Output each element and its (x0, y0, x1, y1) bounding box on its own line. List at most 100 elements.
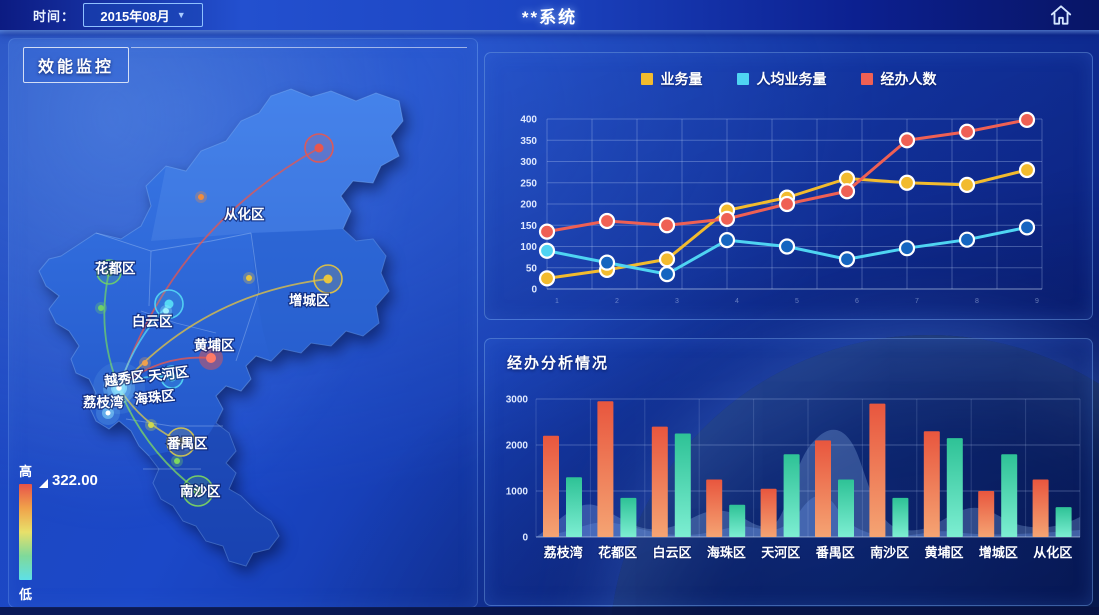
line-marker-2 (898, 132, 916, 149)
district-circle-dot (323, 274, 333, 284)
y-tick-label: 250 (520, 178, 537, 189)
bar-green (838, 479, 854, 537)
district-label[interactable]: 荔枝湾 (81, 393, 125, 412)
x-tick-label: 8 (975, 298, 979, 305)
x-category-label: 黄埔区 (924, 545, 963, 560)
x-tick-label: 9 (1035, 298, 1039, 305)
flight-line (103, 271, 120, 389)
x-tick-label: 4 (735, 298, 739, 305)
x-tick-label: 6 (855, 298, 859, 305)
y-tick-label: 150 (520, 221, 537, 232)
line-marker-1 (538, 242, 556, 259)
spark-dot (163, 308, 169, 314)
line-chart-panel: 业务量 人均业务量 经办人数 0 50 100 150 200 250 300 350 400 1 2 3… (484, 52, 1093, 320)
y-tick-label: 300 (520, 157, 537, 168)
x-category-label: 白云区 (652, 545, 691, 560)
time-filter-group: 时间： 2015年08月 ▼ (33, 0, 204, 30)
bar-orange (869, 403, 886, 537)
y-tick-label: 100 (520, 242, 537, 253)
app-title: **系统 (521, 7, 578, 27)
map-silhouette[interactable] (38, 88, 404, 567)
time-label: 时间： (33, 8, 76, 24)
bar-green (946, 438, 963, 537)
district-label[interactable]: 海珠区 (132, 386, 177, 409)
y-tick-label: 400 (520, 115, 537, 126)
line-marker-2 (658, 217, 676, 234)
bar-chart-panel: 经办分析情况 0 1000 2000 3000 荔枝湾 花都区 白云区 海珠区 天河区 番禺区 南沙… (484, 338, 1093, 606)
bar-green (1001, 454, 1018, 537)
district-label[interactable]: 花都区 (94, 259, 137, 278)
line-marker-2 (538, 223, 556, 240)
flight-line (118, 356, 212, 389)
flight-line (118, 303, 170, 389)
x-tick-label: 5 (795, 298, 799, 305)
home-icon-svg (1050, 5, 1072, 25)
line-marker-1 (1018, 219, 1036, 236)
line-marker-1 (778, 238, 796, 255)
flight-line (118, 278, 329, 389)
bar-orange (651, 426, 668, 537)
time-dropdown[interactable]: 2015年08月 ▼ (83, 3, 204, 27)
y-tick-label: 350 (520, 136, 537, 147)
bar-green (566, 477, 582, 537)
legend-label: 经办人数 (880, 71, 937, 87)
bar-chart: 0 1000 2000 3000 荔枝湾 花都区 白云区 海珠区 天河区 番禺区 南沙区 黄埔区 增城区… (506, 395, 1081, 561)
line-marker-0 (538, 270, 556, 287)
legend-swatch (736, 73, 749, 85)
scale-value: 322.00 (52, 472, 98, 489)
x-category-label: 番禺区 (815, 545, 855, 560)
line-chart: 0 50 100 150 200 250 300 350 400 1 2 3 4 5 6 7 8 9 (520, 111, 1043, 305)
district-label[interactable]: 南沙区 (179, 482, 222, 501)
legend-label: 业务量 (660, 71, 703, 87)
hub-sub-dot (116, 385, 122, 391)
hub-sub-dot (105, 410, 111, 416)
chevron-down-icon: ▼ (176, 9, 186, 20)
bar-green (892, 497, 909, 537)
map-color-scale: 高 322.00 低 (15, 461, 135, 603)
y-tick-label: 200 (520, 200, 537, 211)
line-marker-2 (778, 195, 796, 213)
bar-orange (1032, 479, 1049, 537)
line-marker-2 (598, 212, 616, 230)
topbar: 时间： 2015年08月 ▼ **系统 (0, 0, 1099, 35)
district-label[interactable]: 黄埔区 (193, 336, 236, 355)
x-tick-label: 2 (615, 298, 619, 305)
bar-orange (978, 491, 995, 537)
district-circle-dot (193, 486, 203, 496)
line-marker-2 (718, 210, 736, 227)
footer-strip (0, 607, 1099, 615)
x-category-label: 增城区 (979, 545, 1018, 560)
flight-line (118, 147, 320, 389)
scale-low-label: 低 (19, 587, 34, 602)
spark-dot (98, 305, 104, 311)
performance-header: 效能监控 (23, 47, 467, 83)
legend-item-0[interactable]: 业务量 (640, 69, 703, 89)
district-label[interactable]: 天河区 (146, 362, 191, 385)
line-series-0 (545, 168, 1029, 280)
home-icon[interactable] (1048, 3, 1074, 27)
legend-item-1[interactable]: 人均业务量 (736, 69, 827, 89)
bar-green (729, 504, 746, 537)
district-label[interactable]: 白云区 (131, 312, 174, 331)
y-tick-label: 50 (526, 263, 538, 274)
line-marker-1 (718, 232, 736, 249)
spark-dot (142, 360, 148, 366)
map-base (38, 88, 404, 567)
x-tick-label: 3 (675, 298, 679, 305)
district-label[interactable]: 增城区 (288, 291, 331, 310)
district-label[interactable]: 从化区 (223, 205, 266, 224)
district-label[interactable]: 番禺区 (165, 434, 209, 453)
bar-green (674, 433, 691, 537)
bar-orange (706, 479, 723, 537)
bar-chart-title: 经办分析情况 (507, 355, 610, 372)
y-tick-label: 1000 (506, 487, 529, 498)
district-circle-dot (167, 372, 177, 382)
scale-high-label: 高 (19, 464, 34, 479)
spark-dot (198, 194, 204, 200)
x-tick-label: 7 (915, 298, 919, 305)
line-marker-2 (958, 123, 976, 140)
y-tick-label: 3000 (506, 395, 529, 406)
line-marker-1 (838, 251, 856, 268)
legend-item-2[interactable]: 经办人数 (860, 69, 937, 89)
